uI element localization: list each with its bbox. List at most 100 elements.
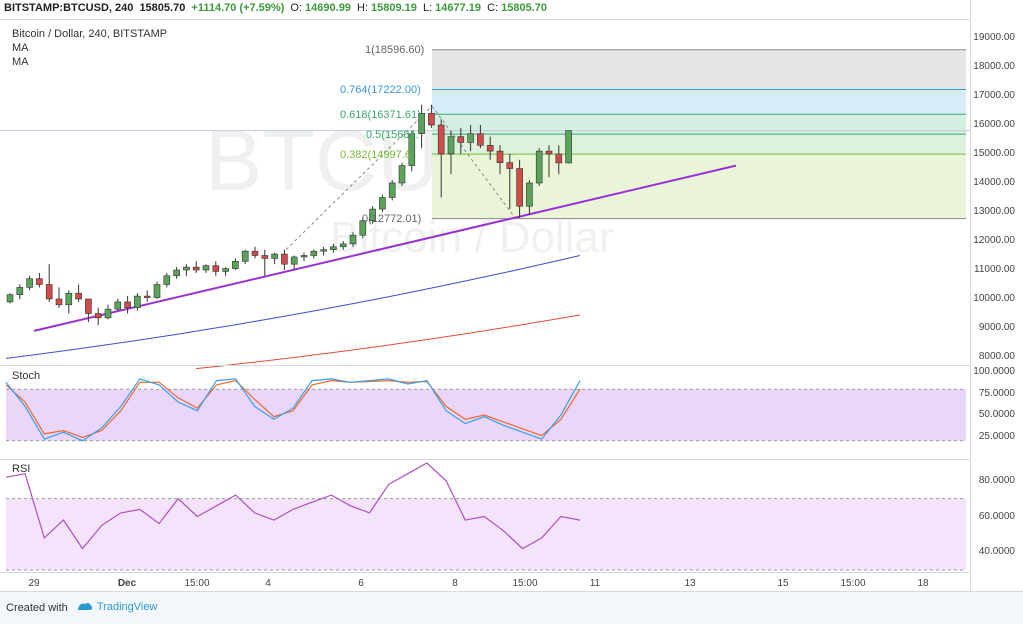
close-label: C:	[487, 2, 499, 14]
candle-up	[16, 287, 24, 295]
candle-up	[26, 278, 33, 288]
candle-down	[428, 113, 435, 126]
symbol-header: BITSTAMP:BTCUSD, 240 15805.70 +1114.70 (…	[4, 2, 550, 18]
fib-label-1: 1(18596.60)	[365, 44, 425, 56]
high-value: 15809.19	[371, 2, 417, 14]
candle-up	[241, 250, 249, 262]
candle-down	[261, 255, 269, 259]
candle-down	[75, 292, 82, 300]
stoch-d-line	[5, 379, 581, 439]
candle-down	[212, 265, 220, 272]
fib-band	[432, 134, 966, 155]
candle-down	[457, 136, 465, 143]
time-tick-label: 15:00	[184, 578, 210, 589]
rsi-tick-label: 40.0000	[978, 546, 1015, 558]
fib-band	[432, 49, 966, 90]
candle-up	[408, 133, 416, 166]
candle-up	[535, 150, 543, 184]
candle-up	[398, 165, 406, 184]
candle-down	[437, 124, 445, 155]
candle-down	[94, 313, 102, 319]
candle-up	[202, 265, 210, 271]
candle-up	[6, 294, 14, 303]
high-label: H:	[357, 2, 368, 14]
candle-up	[290, 256, 298, 265]
fib-label-0764: 0.764(17222.00)	[340, 84, 421, 96]
price-tick-label: 9000.00	[978, 322, 1015, 333]
candle-down	[192, 266, 200, 271]
fib-retracement[interactable]	[0, 49, 970, 251]
candle-down	[477, 133, 484, 146]
candle-up	[418, 113, 425, 135]
created-with-label: Created with	[6, 602, 68, 614]
open-value: 14690.99	[305, 2, 351, 14]
price-tick-label: 14000.00	[973, 177, 1015, 188]
candle-up	[222, 268, 229, 272]
legend-ma-2[interactable]: MA	[12, 56, 29, 68]
candle-up	[339, 243, 347, 248]
footer: Created with TradingView	[0, 591, 1023, 624]
stoch-label: Stoch	[12, 370, 41, 382]
price-change: +1114.70 (+7.59%)	[191, 2, 285, 14]
ma-blue-line	[5, 255, 581, 359]
candle-up	[565, 130, 572, 164]
candle-up	[330, 246, 337, 251]
rsi-label: RSI	[12, 463, 31, 475]
candle-up	[65, 292, 73, 306]
trendline[interactable]	[33, 164, 737, 332]
stoch-divider	[0, 365, 970, 366]
stoch-k-line	[5, 378, 581, 442]
low-value: 14677.19	[435, 2, 482, 14]
stoch-tick-label: 25.0000	[978, 430, 1015, 442]
candle-up	[153, 284, 161, 298]
candle-up	[359, 220, 367, 236]
legend-title: Bitcoin / Dollar, 240, BITSTAMP	[12, 28, 168, 40]
rsi-line	[5, 462, 581, 550]
time-tick-label: 15:00	[840, 578, 866, 589]
time-tick-label: Dec	[117, 578, 137, 589]
open-label: O:	[290, 2, 303, 14]
moving-averages	[5, 255, 581, 370]
candle-down	[45, 284, 53, 300]
candle-down	[85, 298, 92, 314]
rsi-tick-label: 80.0000	[978, 474, 1015, 486]
stoch-pane	[5, 378, 966, 442]
fib-band	[432, 89, 966, 115]
candle-up	[183, 266, 190, 271]
time-tick-label: 18	[917, 578, 929, 589]
time-axis[interactable]: 29 Dec 15:00 4 6 8 15:00 11 13 15 15:00 18	[0, 572, 970, 591]
price-tick-label: 17000.00	[973, 90, 1015, 101]
candle-up	[271, 253, 278, 259]
rsi-divider	[0, 459, 970, 460]
candles	[6, 104, 572, 326]
chart-canvas[interactable]	[0, 20, 970, 572]
rsi-band	[6, 498, 966, 570]
candle-down	[281, 253, 288, 265]
last-price: 15805.70	[139, 2, 186, 14]
stoch-tick-label: 50.0000	[978, 409, 1015, 420]
candle-up	[232, 261, 239, 269]
symbol-label[interactable]: BITSTAMP:BTCUSD, 240	[4, 2, 134, 14]
legend-ma-1[interactable]: MA	[12, 42, 29, 54]
fib-diagonal	[431, 105, 516, 219]
price-tick-label: 15000.00	[973, 148, 1015, 159]
candle-up	[447, 136, 455, 155]
candle-up	[310, 250, 318, 256]
time-tick-label: 8	[452, 578, 458, 589]
candle-down	[251, 250, 259, 256]
tradingview-link[interactable]: TradingView	[76, 600, 157, 613]
candle-up	[526, 182, 533, 207]
candle-up	[114, 301, 122, 310]
candle-down	[496, 150, 504, 164]
ma-red-line	[195, 314, 581, 370]
candle-down	[555, 153, 563, 164]
price-tick-label: 19000.00	[973, 32, 1015, 43]
candle-down	[545, 150, 553, 155]
candle-down	[486, 145, 494, 152]
fib-label-0382: 0.382(14997.6	[340, 149, 411, 161]
time-tick-label: 6	[358, 578, 364, 589]
time-tick-label: 15	[777, 578, 789, 589]
candle-up	[163, 275, 171, 285]
price-tick-label: 16000.00	[973, 119, 1015, 130]
candle-up	[134, 295, 141, 309]
